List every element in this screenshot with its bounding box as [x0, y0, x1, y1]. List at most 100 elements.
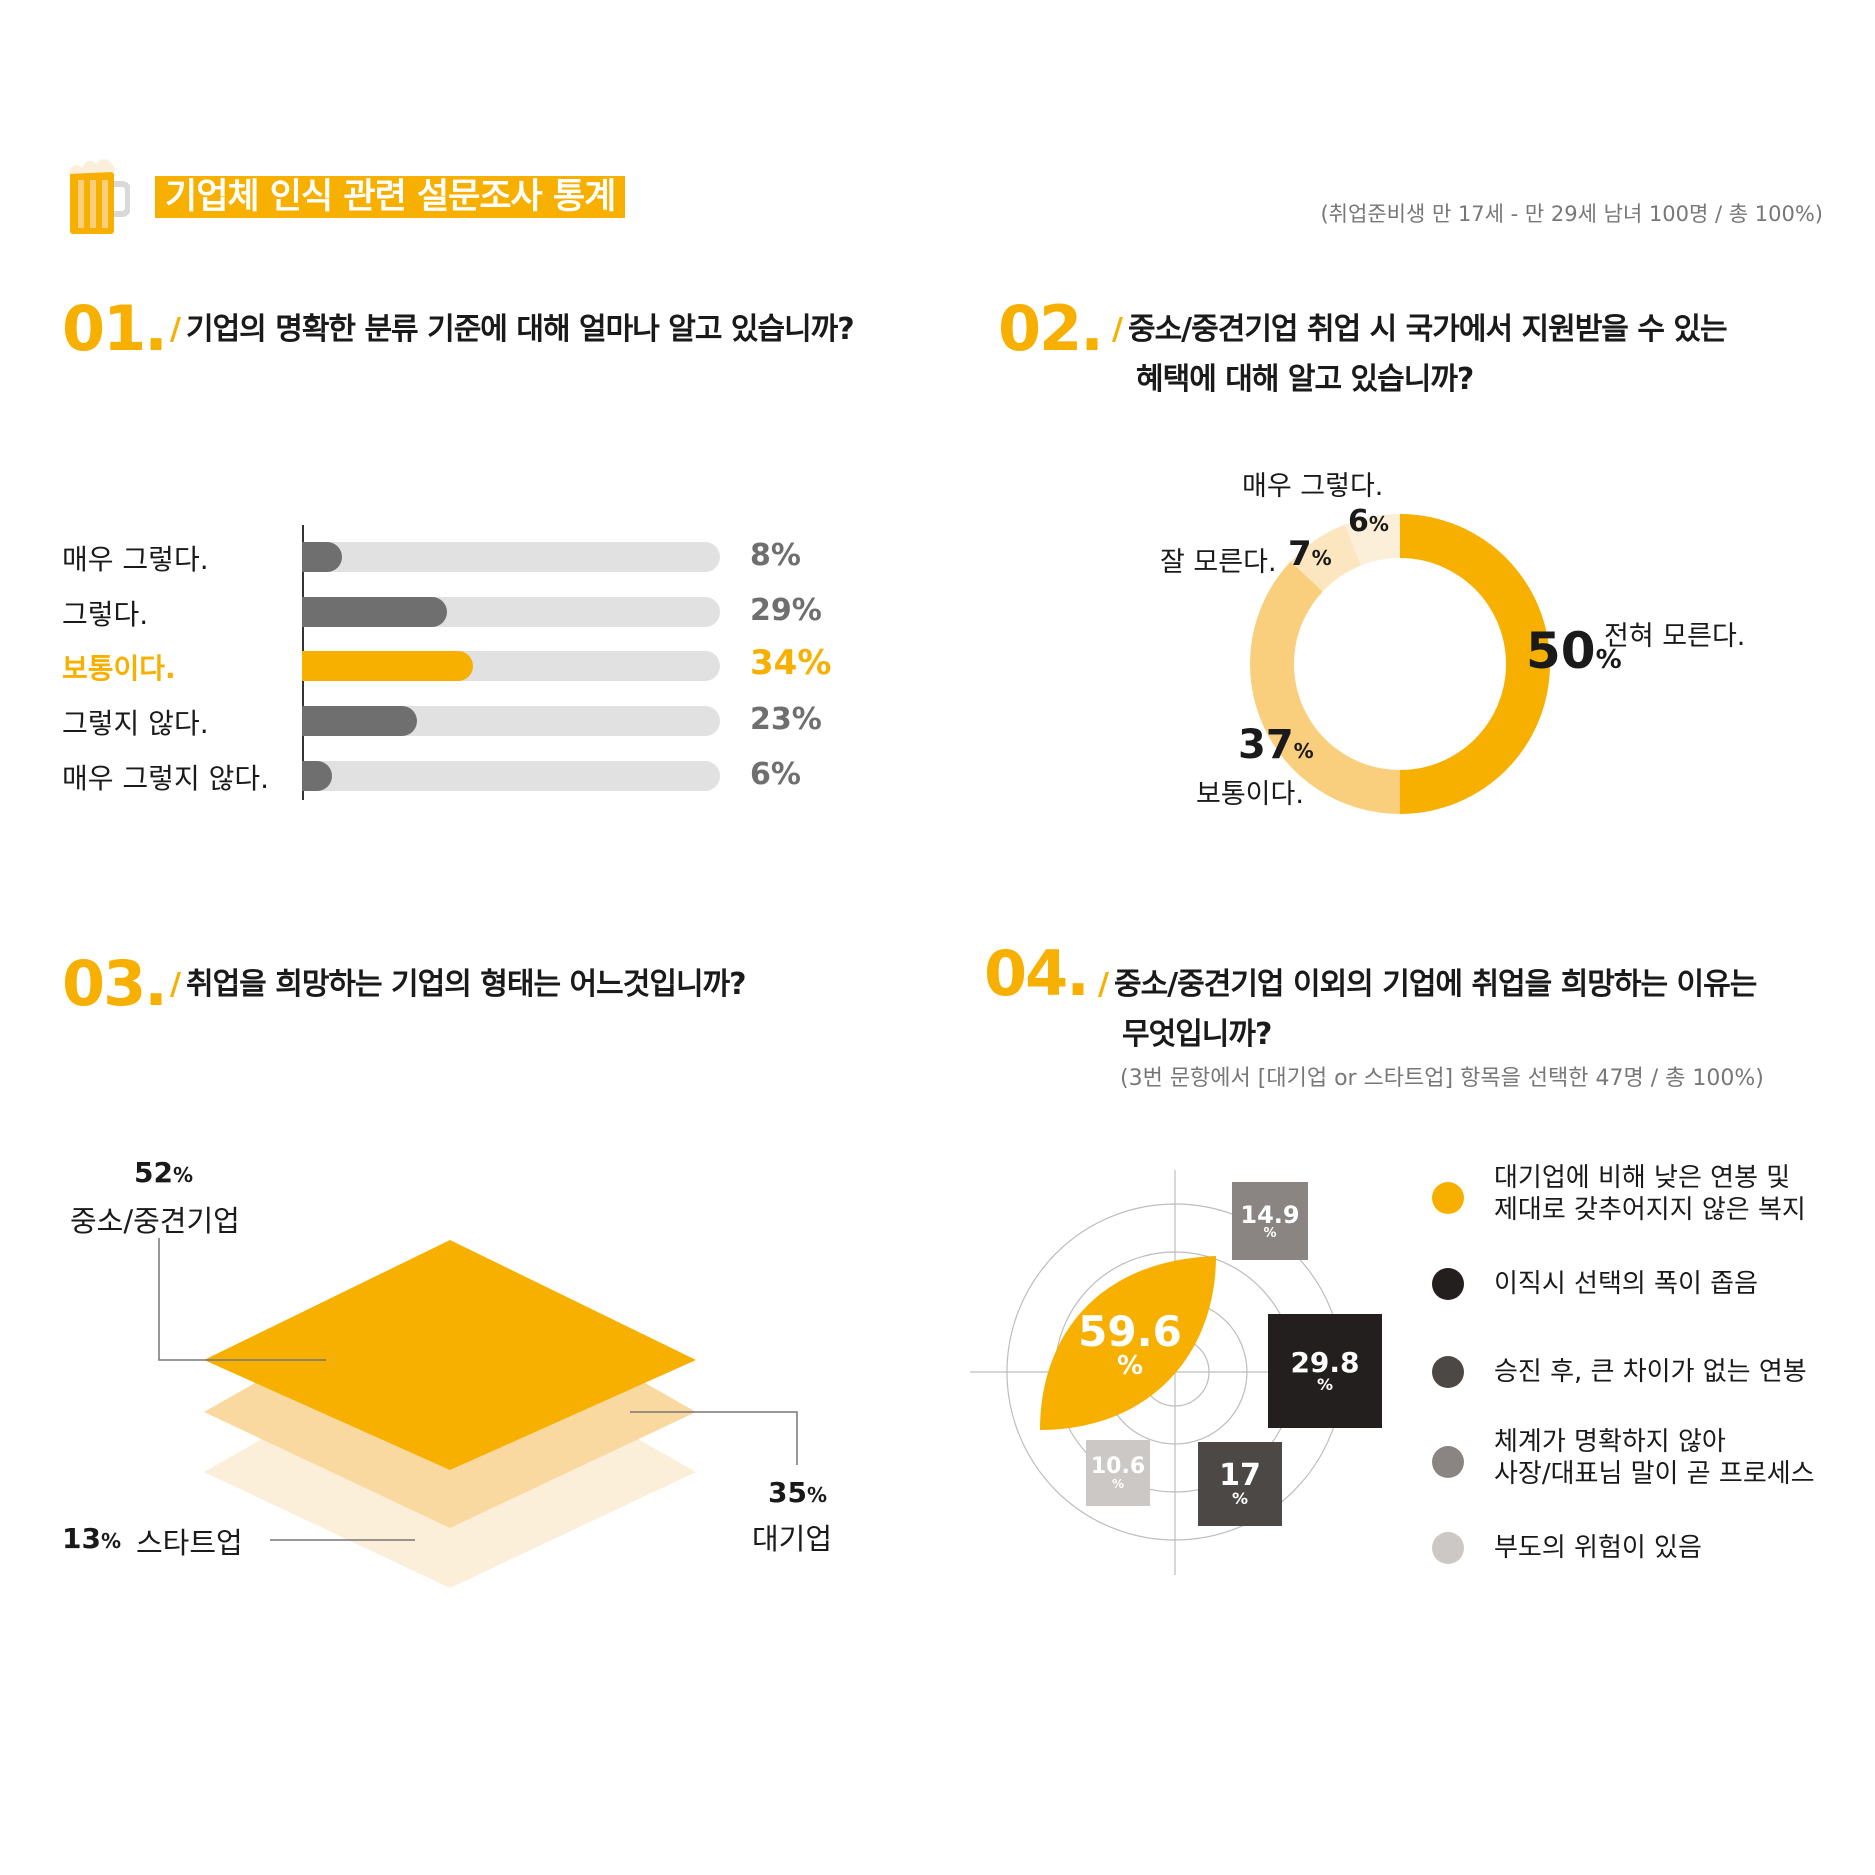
bar-value-label: 6%: [750, 757, 801, 792]
donut-value-normal: 37%: [1238, 722, 1314, 768]
value-unit: %: [1316, 1375, 1334, 1394]
q3-label-startup: 스타트업: [136, 1526, 243, 1560]
legend-text-3: 체계가 명확하지 않아 사장/대표님 말이 곧 프로세스: [1494, 1427, 1815, 1489]
legend-text-2: 승진 후, 큰 차이가 없는 연봉: [1494, 1357, 1807, 1387]
legend-dot-0: [1432, 1182, 1464, 1214]
donut-slice: [1344, 514, 1400, 566]
q2-donut-chart: [1250, 514, 1550, 814]
donut-label-no-idea: 전혀 모른다.: [1604, 621, 1746, 652]
value-unit: %: [806, 1483, 828, 1507]
bar-value-label: 8%: [750, 538, 801, 573]
value-number: 35: [768, 1476, 807, 1509]
value-number: 50: [1526, 622, 1596, 680]
page-title: 기업체 인식 관련 설문조사 통계: [155, 176, 626, 218]
value-number: 6: [1348, 504, 1369, 539]
bar-track: [302, 651, 720, 681]
q2-number: 02.: [998, 292, 1104, 365]
q1-question: / 기업의 명확한 분류 기준에 대해 얼마나 알고 있습니까?: [170, 305, 855, 355]
donut-slice: [1250, 561, 1400, 814]
legend-text-4: 부도의 위험이 있음: [1494, 1533, 1702, 1563]
value-number: 37: [1238, 722, 1294, 768]
legend-dot-2: [1432, 1356, 1464, 1388]
bar-label: 그렇지 않다.: [62, 707, 209, 740]
value-unit: %: [1368, 512, 1389, 536]
q4-value-box-3: 14.9 %: [1232, 1182, 1308, 1260]
q3-label-sme: 중소/중견기업: [70, 1204, 240, 1238]
value-number: 7: [1288, 534, 1312, 574]
q3-label-large: 대기업: [752, 1522, 833, 1556]
q4-value-box-0: 59.6 %: [1050, 1300, 1210, 1390]
donut-value-dont-know: 7%: [1288, 534, 1332, 574]
bar: [302, 651, 473, 681]
value-unit: %: [1263, 1225, 1277, 1241]
legend-text-1: 이직시 선택의 폭이 좁음: [1494, 1269, 1758, 1299]
q3-number: 03.: [62, 947, 168, 1020]
slash-divider: /: [1112, 312, 1123, 347]
legend-dot-1: [1432, 1268, 1464, 1300]
survey-note: (취업준비생 만 17세 - 만 29세 남녀 100명 / 총 100%): [1320, 202, 1823, 226]
value-unit: %: [1116, 1351, 1144, 1381]
leader-line-sme: [158, 1238, 326, 1361]
beer-mug-icon: [68, 159, 130, 234]
q4-question: / 중소/중견기업 이외의 기업에 취업을 희망하는 이유는 무엇입니까?: [1098, 960, 1757, 1060]
value-number: 13: [62, 1522, 101, 1555]
slash-divider: /: [1098, 967, 1109, 1002]
bar-track: [302, 761, 720, 791]
value-unit: %: [1311, 546, 1332, 570]
donut-label-very-yes: 매우 그렇다.: [1242, 471, 1384, 502]
value-number: 52: [134, 1156, 173, 1189]
donut-slice: [1400, 514, 1550, 814]
value-unit: %: [1111, 1477, 1125, 1491]
bar-value-label: 34%: [750, 643, 832, 683]
q4-number: 04.: [984, 937, 1090, 1010]
bar: [302, 542, 343, 572]
q3-value-startup: 13%: [62, 1522, 121, 1555]
donut-slice: [1290, 524, 1361, 592]
bar-track: [302, 542, 720, 572]
bar: [302, 706, 418, 736]
legend-text-0: 대기업에 비해 낮은 연봉 및 제대로 갖추어지지 않은 복지: [1494, 1163, 1806, 1225]
value-number: 29.8: [1290, 1346, 1360, 1379]
donut-label-dont-know: 잘 모른다.: [1160, 547, 1277, 578]
bar-value-label: 23%: [750, 702, 822, 737]
value-unit: %: [1231, 1489, 1249, 1508]
slash-divider: /: [170, 967, 181, 1002]
q4-note: (3번 문항에서 [대기업 or 스타트업] 항목을 선택한 47명 / 총 1…: [1120, 1066, 1764, 1091]
value-number: 59.6: [1078, 1307, 1182, 1356]
leader-line-large: [630, 1411, 798, 1465]
q2-question: / 중소/중견기업 취업 시 국가에서 지원받을 수 있는 혜택에 대해 알고 있…: [1112, 305, 1728, 405]
q3-question-text: 취업을 희망하는 기업의 형태는 어느것입니까?: [185, 967, 747, 1002]
q4-value-box-4: 10.6 %: [1086, 1440, 1150, 1506]
q3-diamond-chart: [158, 1238, 798, 1588]
diamond-sme: [204, 1240, 696, 1470]
bar-label: 매우 그렇지 않다.: [62, 762, 270, 795]
bar-label: 보통이다.: [62, 652, 176, 685]
q1-question-text: 기업의 명확한 분류 기준에 대해 얼마나 알고 있습니까?: [185, 312, 855, 347]
leaf-mark: [1040, 1256, 1216, 1430]
value-number: 14.9: [1240, 1200, 1300, 1229]
legend-dot-4: [1432, 1532, 1464, 1564]
bar: [302, 761, 333, 791]
bar: [302, 597, 448, 627]
q3-value-sme: 52%: [134, 1156, 193, 1189]
slash-divider: /: [170, 312, 181, 347]
q4-value-box-1: 29.8 %: [1268, 1314, 1382, 1428]
leaf-shape-max: [1040, 1256, 1216, 1430]
bar-track: [302, 597, 720, 627]
q2-question-line1: 중소/중견기업 취업 시 국가에서 지원받을 수 있는: [1127, 312, 1728, 347]
donut-value-no-idea: 50%: [1526, 622, 1622, 680]
bar-label: 그렇다.: [62, 598, 149, 631]
q2-question-line2: 혜택에 대해 알고 있습니까?: [1136, 362, 1474, 397]
donut-value-very-yes: 6%: [1348, 504, 1389, 539]
q4-question-line1: 중소/중견기업 이외의 기업에 취업을 희망하는 이유는: [1113, 967, 1757, 1002]
value-unit: %: [1595, 645, 1622, 675]
value-unit: %: [1293, 739, 1314, 763]
bar-track: [302, 706, 720, 736]
value-number: 10.6: [1090, 1454, 1146, 1479]
q3-question: / 취업을 희망하는 기업의 형태는 어느것입니까?: [170, 960, 747, 1010]
bar-value-label: 29%: [750, 593, 822, 628]
value-number: 17: [1219, 1458, 1261, 1493]
q3-value-large: 35%: [768, 1476, 827, 1509]
legend-dot-3: [1432, 1446, 1464, 1478]
q4-value-box-2: 17 %: [1198, 1442, 1282, 1526]
